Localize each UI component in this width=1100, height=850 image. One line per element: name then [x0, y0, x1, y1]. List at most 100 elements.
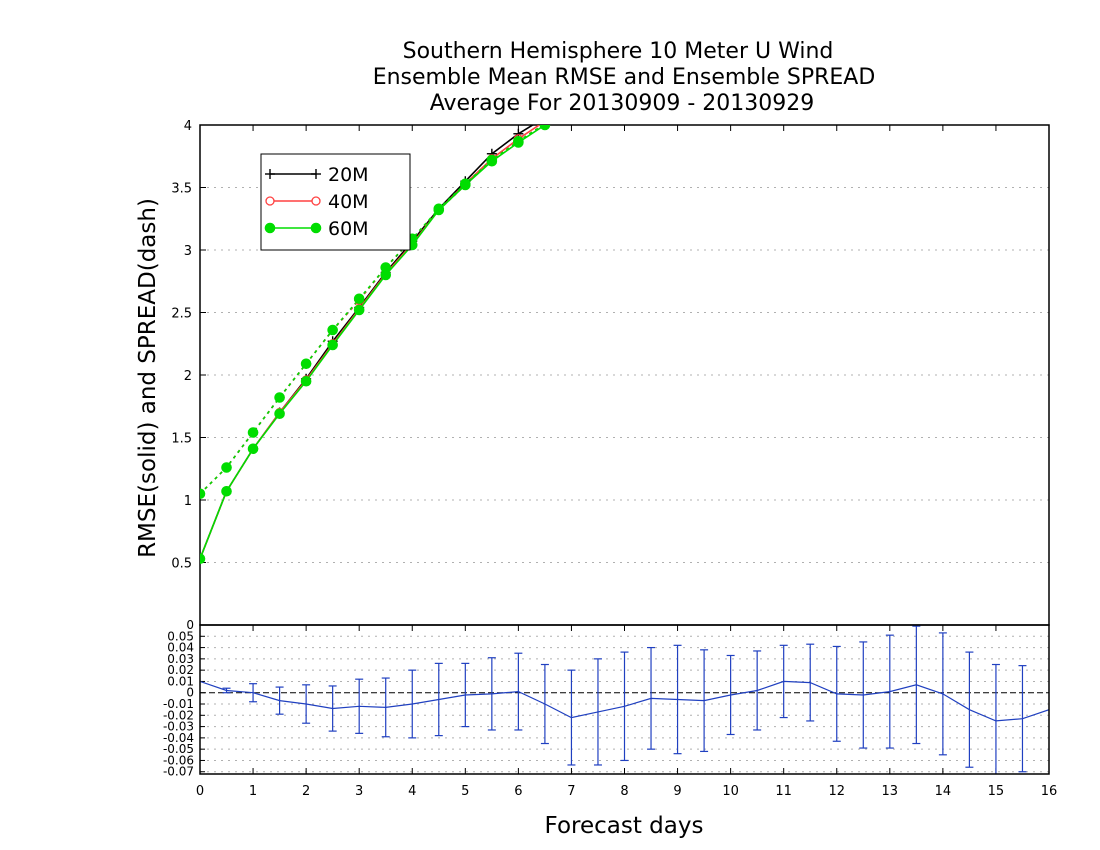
bottom-y-tick-label: 0	[186, 686, 194, 700]
error-bar	[991, 663, 1000, 774]
rmse-marker-60M	[247, 443, 259, 455]
x-tick-label: 15	[988, 784, 1005, 799]
bottom-y-tick-label: 0	[186, 618, 194, 632]
spread-marker-60M	[539, 125, 551, 130]
x-tick-label: 11	[775, 784, 792, 799]
error-bar	[832, 645, 841, 742]
error-bar	[938, 632, 947, 756]
error-bar	[593, 658, 602, 766]
x-tick-label: 4	[408, 784, 416, 799]
error-bar	[540, 663, 549, 745]
error-bar	[1018, 665, 1027, 773]
error-bar	[753, 650, 762, 731]
spread-marker-60M	[353, 293, 365, 305]
legend: 20M 40M 60M	[260, 153, 411, 251]
x-tick-label: 3	[355, 784, 363, 799]
spread-marker-60M	[460, 178, 471, 190]
x-tick-label: 12	[828, 784, 845, 799]
error-bar	[567, 669, 576, 766]
spread-marker-60M	[300, 358, 312, 370]
bottom-y-tick-label: -0.04	[163, 731, 194, 745]
rmse-marker-60M	[221, 485, 232, 497]
top-y-tick-label: 2	[184, 369, 192, 384]
error-bar	[381, 677, 390, 738]
x-tick-label: 13	[882, 784, 899, 799]
bottom-y-tick-label: -0.07	[163, 765, 194, 779]
top-y-tick-label: 4	[184, 119, 192, 134]
error-bar	[408, 669, 417, 739]
rmse-line-20M	[200, 125, 535, 560]
y-axis-label: RMSE(solid) and SPREAD(dash)	[135, 198, 161, 558]
error-bar	[487, 657, 496, 731]
x-tick-label: 16	[1041, 784, 1058, 799]
x-tick-label: 1	[249, 784, 257, 799]
bottom-y-tick-label: -0.02	[163, 708, 194, 722]
legend-entry-60M: 60M	[264, 218, 369, 240]
x-tick-label: 10	[722, 784, 739, 799]
spread-marker-60M	[221, 462, 232, 473]
chart-title-line-1: Southern Hemisphere 10 Meter U Wind	[403, 39, 834, 64]
spread-marker-60M	[380, 262, 392, 273]
x-tick-label: 5	[461, 784, 469, 799]
legend-marker	[265, 196, 275, 206]
x-axis-label: Forecast days	[545, 813, 704, 839]
legend-marker	[264, 222, 276, 234]
error-bar	[355, 678, 364, 734]
bottom-y-tick-label: -0.06	[163, 753, 194, 767]
top-y-tick-label: 0.5	[171, 557, 192, 572]
bottom-y-tick-label: 0.02	[167, 663, 194, 677]
spread-marker-60M	[327, 324, 338, 336]
rmse-line-60M	[200, 125, 547, 560]
spread-marker-60M	[486, 154, 498, 166]
bottom-y-tick-label: -0.01	[163, 697, 194, 711]
legend-entry-20M: 20M	[265, 164, 369, 186]
spread-marker-60M	[247, 427, 259, 438]
error-bar	[461, 662, 470, 728]
rmse-marker-60M	[200, 553, 206, 565]
rmse-marker-60M	[353, 304, 365, 316]
top-y-tick-label: 1.5	[171, 432, 192, 447]
x-tick-label: 14	[935, 784, 952, 799]
error-bar	[806, 643, 815, 722]
x-tick-label: 7	[567, 784, 575, 799]
error-bar	[912, 625, 921, 745]
bottom-y-tick-label: -0.05	[163, 742, 194, 756]
x-tick-label: 9	[673, 784, 681, 799]
spread-marker-60M	[274, 392, 285, 403]
error-bar	[647, 646, 656, 750]
rmse-marker-60M	[327, 339, 338, 351]
legend-label: 60M	[328, 218, 369, 240]
error-bar	[302, 684, 311, 724]
error-bar	[249, 683, 258, 703]
error-bar	[885, 634, 894, 749]
error-bar	[434, 662, 443, 737]
error-bar	[779, 644, 788, 719]
legend-entry-40M: 40M	[265, 191, 369, 213]
spread-line-60M	[200, 125, 545, 495]
legend-label: 40M	[328, 191, 369, 213]
error-bar	[514, 652, 523, 731]
error-bar	[673, 644, 682, 755]
rmse-marker-60M	[274, 408, 285, 420]
spread-marker-60M	[513, 135, 524, 147]
error-bar	[859, 641, 868, 749]
error-bar	[700, 649, 709, 753]
error-bar	[620, 651, 629, 762]
legend-label: 20M	[328, 164, 369, 186]
difference-panel: 00.050.040.030.020.010-0.01-0.02-0.03-0.…	[163, 618, 1057, 799]
error-bar	[328, 685, 337, 732]
error-bar	[965, 651, 974, 768]
spread-marker-60M	[200, 488, 206, 500]
legend-box	[260, 153, 411, 251]
top-y-tick-label: 1	[184, 494, 192, 509]
top-y-tick-label: 3.5	[171, 182, 192, 197]
bottom-y-tick-label: 0.03	[167, 652, 194, 666]
top-series-group	[200, 125, 551, 565]
error-bar	[275, 686, 284, 715]
x-tick-label: 2	[302, 784, 310, 799]
error-bar	[726, 654, 735, 736]
spread-marker-60M	[433, 203, 445, 215]
legend-marker	[310, 222, 322, 234]
x-tick-label: 6	[514, 784, 522, 799]
top-y-tick-label: 2.5	[171, 307, 192, 322]
